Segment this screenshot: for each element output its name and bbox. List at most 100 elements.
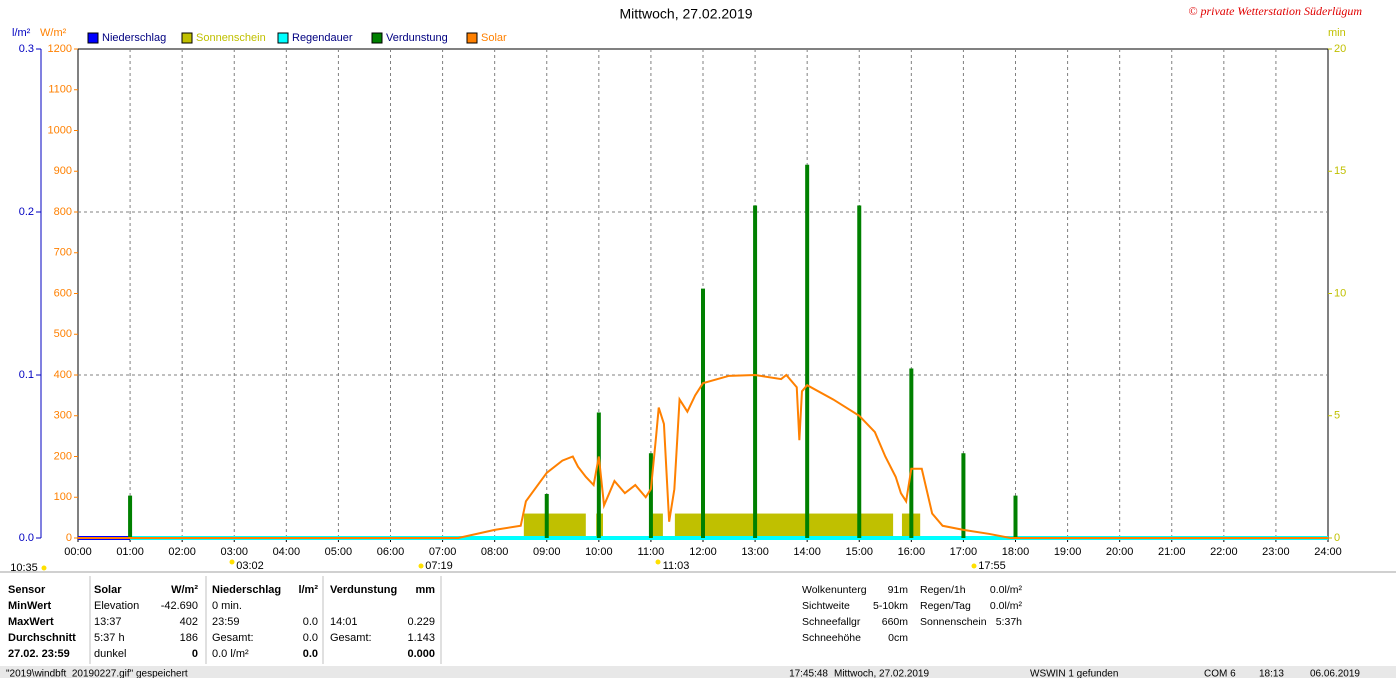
w-tick-label: 300 bbox=[54, 410, 72, 422]
stats-cell: 186 bbox=[180, 632, 198, 644]
x-tick-label: 20:00 bbox=[1106, 546, 1134, 558]
legend-label: Sonnenschein bbox=[196, 32, 266, 44]
bar bbox=[857, 205, 862, 539]
w-tick-label: 1000 bbox=[48, 124, 72, 136]
w-tick-label: 1200 bbox=[48, 43, 72, 55]
y-unit: l/m² bbox=[12, 27, 31, 39]
x-tick-label: 12:00 bbox=[689, 546, 717, 558]
w-tick-label: 600 bbox=[54, 287, 72, 299]
sunshine-bar bbox=[674, 513, 894, 538]
bar bbox=[1013, 495, 1018, 538]
stats-value: 91m bbox=[888, 584, 909, 596]
sunshine-bar bbox=[651, 513, 663, 538]
line bbox=[78, 373, 1328, 539]
x-tick-label: 22:00 bbox=[1210, 546, 1238, 558]
w-tick-label: 900 bbox=[54, 165, 72, 177]
bar bbox=[648, 453, 653, 538]
stats-header: Verdunstung bbox=[330, 584, 397, 596]
sunshine-bar bbox=[523, 513, 586, 538]
stats-cell: 0.000 bbox=[407, 648, 435, 660]
bar bbox=[596, 412, 601, 538]
stats-cell: -42.690 bbox=[161, 600, 198, 612]
stats-label: Regen/1h bbox=[920, 584, 966, 596]
stats-header: Niederschlag bbox=[212, 584, 281, 596]
x-tick-label: 10:00 bbox=[585, 546, 613, 558]
stats-cell: dunkel bbox=[94, 648, 126, 660]
stats-value: 0.0l/m² bbox=[990, 584, 1023, 596]
legend-label: Verdunstung bbox=[386, 32, 448, 44]
stats-label: Sichtweite bbox=[802, 600, 850, 612]
x-tick-label: 23:00 bbox=[1262, 546, 1290, 558]
y2-tick-label: 0 bbox=[1334, 532, 1340, 544]
bar bbox=[961, 453, 966, 538]
y-tick-label: 0.2 bbox=[19, 206, 34, 218]
x-tick-label: 19:00 bbox=[1054, 546, 1082, 558]
stats-label: Wolkenunterg bbox=[802, 584, 867, 596]
status-text: WSWIN 1 gefunden bbox=[1030, 669, 1118, 678]
stats-label: Schneehöhe bbox=[802, 632, 861, 644]
y-tick-label: 0.1 bbox=[19, 369, 34, 381]
stats-header: l/m² bbox=[298, 584, 318, 596]
legend-swatch bbox=[371, 32, 383, 44]
stats-cell: 402 bbox=[180, 616, 198, 628]
stats-cell: 0 bbox=[192, 648, 198, 660]
status-text: 17:45:48 bbox=[789, 669, 828, 678]
stats-header: W/m² bbox=[171, 584, 198, 596]
x-tick-label: 18:00 bbox=[1002, 546, 1030, 558]
stats-cell: MaxWert bbox=[8, 616, 54, 628]
w-unit: W/m² bbox=[40, 27, 67, 39]
stats-value: 660m bbox=[882, 616, 909, 628]
y-tick-label: 0.0 bbox=[19, 532, 34, 544]
stats-value: 5-10km bbox=[873, 600, 908, 612]
credit: © private Wetterstation Süderlügum bbox=[1188, 4, 1362, 18]
astro-label: 10:35 bbox=[10, 562, 38, 574]
legend-label: Niederschlag bbox=[102, 32, 166, 44]
stats-header: Sensor bbox=[8, 584, 46, 596]
bar bbox=[753, 205, 758, 539]
x-tick-label: 04:00 bbox=[273, 546, 301, 558]
w-tick-label: 400 bbox=[54, 369, 72, 381]
stats-label: Schneefallgr bbox=[802, 616, 861, 628]
w-tick-label: 0 bbox=[66, 532, 72, 544]
y2-tick-label: 5 bbox=[1334, 410, 1340, 422]
x-tick-label: 03:00 bbox=[220, 546, 248, 558]
stats-cell: 1.143 bbox=[407, 632, 435, 644]
stats-cell: 13:37 bbox=[94, 616, 122, 628]
astro-icon bbox=[418, 563, 424, 569]
bar bbox=[805, 164, 810, 539]
w-tick-label: 700 bbox=[54, 247, 72, 259]
stats-cell: 23:59 bbox=[212, 616, 240, 628]
w-tick-label: 500 bbox=[54, 328, 72, 340]
stats-cell: 5:37 h bbox=[94, 632, 125, 644]
stats-cell: Gesamt: bbox=[212, 632, 254, 644]
stats-cell: Elevation bbox=[94, 600, 139, 612]
w-tick-label: 1100 bbox=[48, 84, 72, 96]
w-tick-label: 800 bbox=[54, 206, 72, 218]
stats-cell: 0.229 bbox=[407, 616, 435, 628]
status-text: Mittwoch, 27.02.2019 bbox=[834, 669, 929, 678]
astro-icon bbox=[41, 565, 47, 571]
x-tick-label: 21:00 bbox=[1158, 546, 1186, 558]
legend-swatch bbox=[277, 32, 289, 44]
stats-cell: 0.0 l/m² bbox=[212, 648, 249, 660]
x-tick-label: 02:00 bbox=[168, 546, 196, 558]
stats-label: Regen/Tag bbox=[920, 600, 971, 612]
stats-cell: 0.0 bbox=[303, 616, 318, 628]
legend-label: Regendauer bbox=[292, 32, 353, 44]
status-text: 18:13 bbox=[1259, 669, 1284, 678]
x-tick-label: 24:00 bbox=[1314, 546, 1342, 558]
status-text: COM 6 bbox=[1204, 669, 1236, 678]
x-tick-label: 07:00 bbox=[429, 546, 457, 558]
stats-label: Sonnenschein bbox=[920, 616, 987, 628]
astro-icon bbox=[971, 563, 977, 569]
legend-swatch bbox=[181, 32, 193, 44]
w-tick-label: 200 bbox=[54, 450, 72, 462]
stats-cell: Gesamt: bbox=[330, 632, 372, 644]
stats-cell: 27.02. 23:59 bbox=[8, 648, 70, 660]
astro-label: 17:55 bbox=[978, 560, 1006, 572]
stats-header: mm bbox=[415, 584, 435, 596]
stats-header: Solar bbox=[94, 584, 122, 596]
legend-swatch bbox=[466, 32, 478, 44]
x-tick-label: 13:00 bbox=[741, 546, 769, 558]
